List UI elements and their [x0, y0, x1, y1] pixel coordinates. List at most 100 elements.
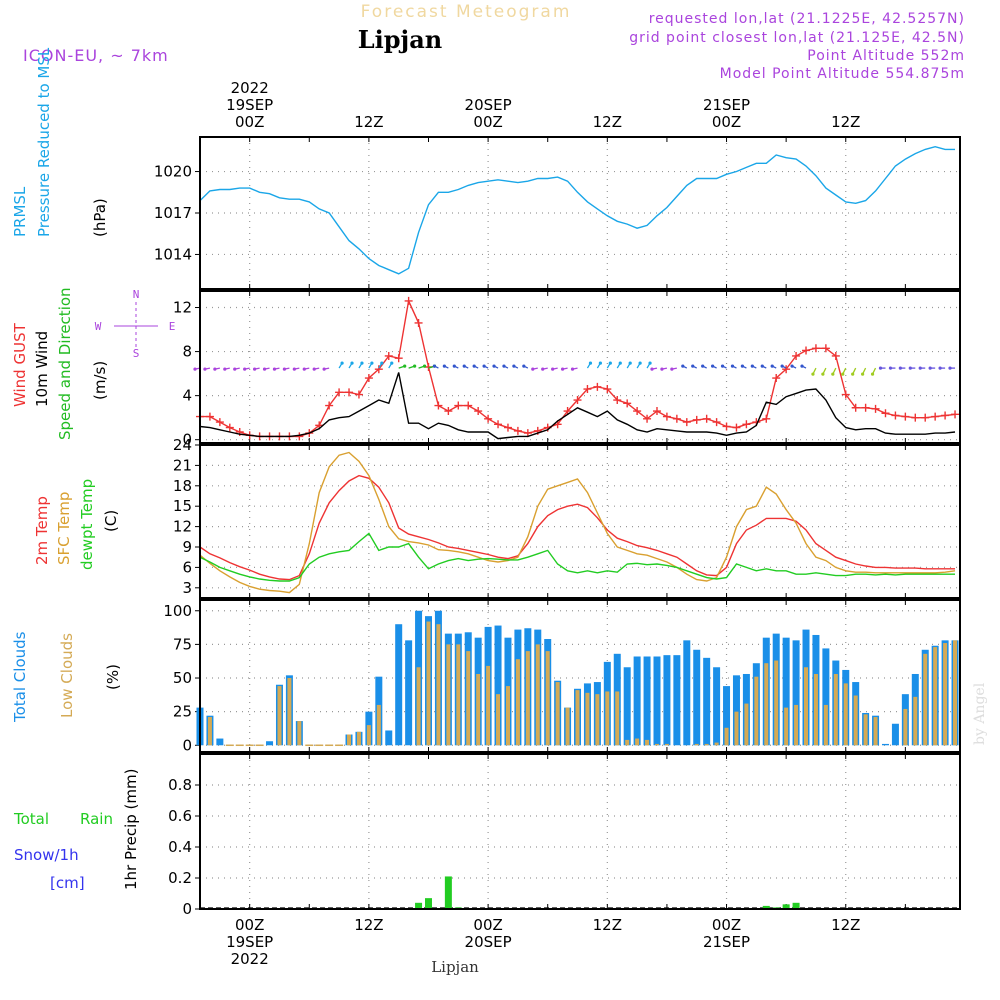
low-cloud-bar: [356, 731, 361, 746]
series-line-dewpt-temp: [199, 532, 955, 582]
y-tick-label: 0.8: [168, 776, 192, 794]
y-tick-label: 18: [173, 477, 192, 495]
total-cloud-bar: [723, 686, 731, 746]
top-time-label: 20SEP: [465, 96, 512, 114]
rain-bar: [415, 902, 423, 909]
compass-s: S: [133, 347, 140, 360]
y-tick-label: 6: [182, 558, 192, 576]
wind-arrow-head: [711, 364, 715, 368]
wind-arrow-head: [233, 367, 237, 371]
wind-arrow-head: [380, 361, 384, 365]
total-cloud-bar: [663, 655, 671, 746]
bottom-time-label: 12Z: [831, 916, 860, 934]
wind-arrow-head: [193, 367, 197, 371]
y-tick-label: 12: [173, 518, 192, 536]
gust-marker: [623, 399, 632, 408]
wind-arrow-head: [502, 364, 506, 368]
gust-marker: [911, 413, 920, 422]
wind-arrow-head: [598, 361, 602, 365]
low-cloud-bar: [476, 673, 481, 746]
rain-bar: [444, 876, 452, 909]
wind-arrow-head: [870, 372, 875, 376]
low-cloud-bar: [376, 704, 381, 746]
low-cloud-bar: [804, 667, 809, 746]
low-cloud-bar: [744, 703, 749, 746]
wind-arrow-head: [670, 367, 674, 371]
model-label: ICON-EU, ~ 7km: [23, 46, 169, 65]
gust-marker: [901, 412, 910, 421]
y-tick-label: 3: [182, 579, 192, 597]
bottom-time-label: 19SEP: [226, 933, 273, 951]
sfctemp-label: SFC Temp: [55, 492, 73, 565]
y-tick-label: 1017: [154, 204, 192, 222]
wind-arrow-head: [938, 366, 942, 370]
gust-marker: [474, 407, 483, 416]
bottom-time-label: 00Z: [712, 916, 741, 934]
precip-unit: 1hr Precip (mm): [122, 769, 140, 890]
low-cloud-bar: [823, 704, 828, 746]
y-tick-label: 0: [182, 736, 192, 754]
wind-arrow-head: [730, 364, 735, 368]
wind-arrow-head: [350, 361, 354, 365]
wind-arrow-head: [618, 361, 622, 365]
gust-marker: [682, 418, 691, 427]
gust-marker: [792, 351, 801, 360]
panel-frame-pressure: [199, 136, 961, 290]
total-cloud-bar: [266, 741, 274, 746]
wind-arrow-head: [282, 367, 287, 371]
top-time-label: 19SEP: [226, 96, 273, 114]
gust-marker: [345, 388, 354, 397]
low-cloud-bar: [505, 686, 510, 746]
wind-arrow-head: [650, 367, 654, 371]
total-cloud-bar: [385, 730, 393, 746]
total-cloud-bar: [782, 637, 790, 746]
gust-marker: [464, 401, 473, 410]
wind-arrow-head: [888, 366, 893, 370]
gust-marker: [941, 411, 950, 420]
rain-bar: [792, 902, 800, 909]
low-cloud-bar: [754, 676, 759, 746]
top-time-label: 12Z: [593, 113, 622, 131]
top-time-label: 00Z: [473, 113, 502, 131]
wind-arrow-head: [452, 364, 456, 368]
total-cloud-bar: [673, 655, 681, 746]
gust-marker: [404, 296, 413, 305]
wind-arrow-head: [638, 361, 642, 365]
low-cloud-bar: [585, 692, 590, 746]
low-cloud-bar: [903, 708, 908, 746]
wind-arrow-head: [800, 364, 804, 368]
gust-marker: [702, 414, 711, 423]
low-cloud-bar: [496, 694, 501, 746]
low-cloud-bar: [913, 696, 918, 746]
wind-arrow-head: [253, 367, 257, 371]
gust-marker: [921, 413, 930, 422]
low-cloud-bar: [436, 624, 441, 746]
pressure-label-2: Pressure Reduced to MSL: [35, 47, 53, 237]
wind-arrow-head: [851, 372, 855, 376]
wind-arrow-head: [551, 367, 555, 371]
total-cloud-bar: [653, 656, 661, 746]
wind-arrow-head: [750, 364, 754, 368]
top-time-label: 00Z: [712, 113, 741, 131]
y-tick-label: 8: [182, 343, 192, 361]
gust-marker: [891, 411, 900, 420]
gust-marker: [325, 401, 334, 410]
gust-marker: [951, 410, 960, 419]
temp-unit: (C): [102, 510, 120, 532]
gust-marker: [841, 390, 850, 399]
gust-marker: [335, 388, 344, 397]
low-cloud-bar: [515, 659, 520, 746]
wind-arrow-head: [691, 364, 695, 368]
wind-arrow-head: [861, 372, 865, 376]
low-cloud-bar: [575, 690, 580, 746]
y-tick-label: 100: [163, 602, 192, 620]
wind-gust-label: Wind GUST: [11, 322, 29, 407]
series-line-prmsl: [199, 145, 955, 275]
gust-marker: [861, 403, 870, 412]
y-tick-label: 4: [182, 387, 192, 405]
gust-marker: [742, 420, 751, 429]
wind-arrow-head: [811, 372, 815, 376]
gust-marker: [583, 385, 592, 394]
total-cloud-bar: [732, 675, 740, 746]
